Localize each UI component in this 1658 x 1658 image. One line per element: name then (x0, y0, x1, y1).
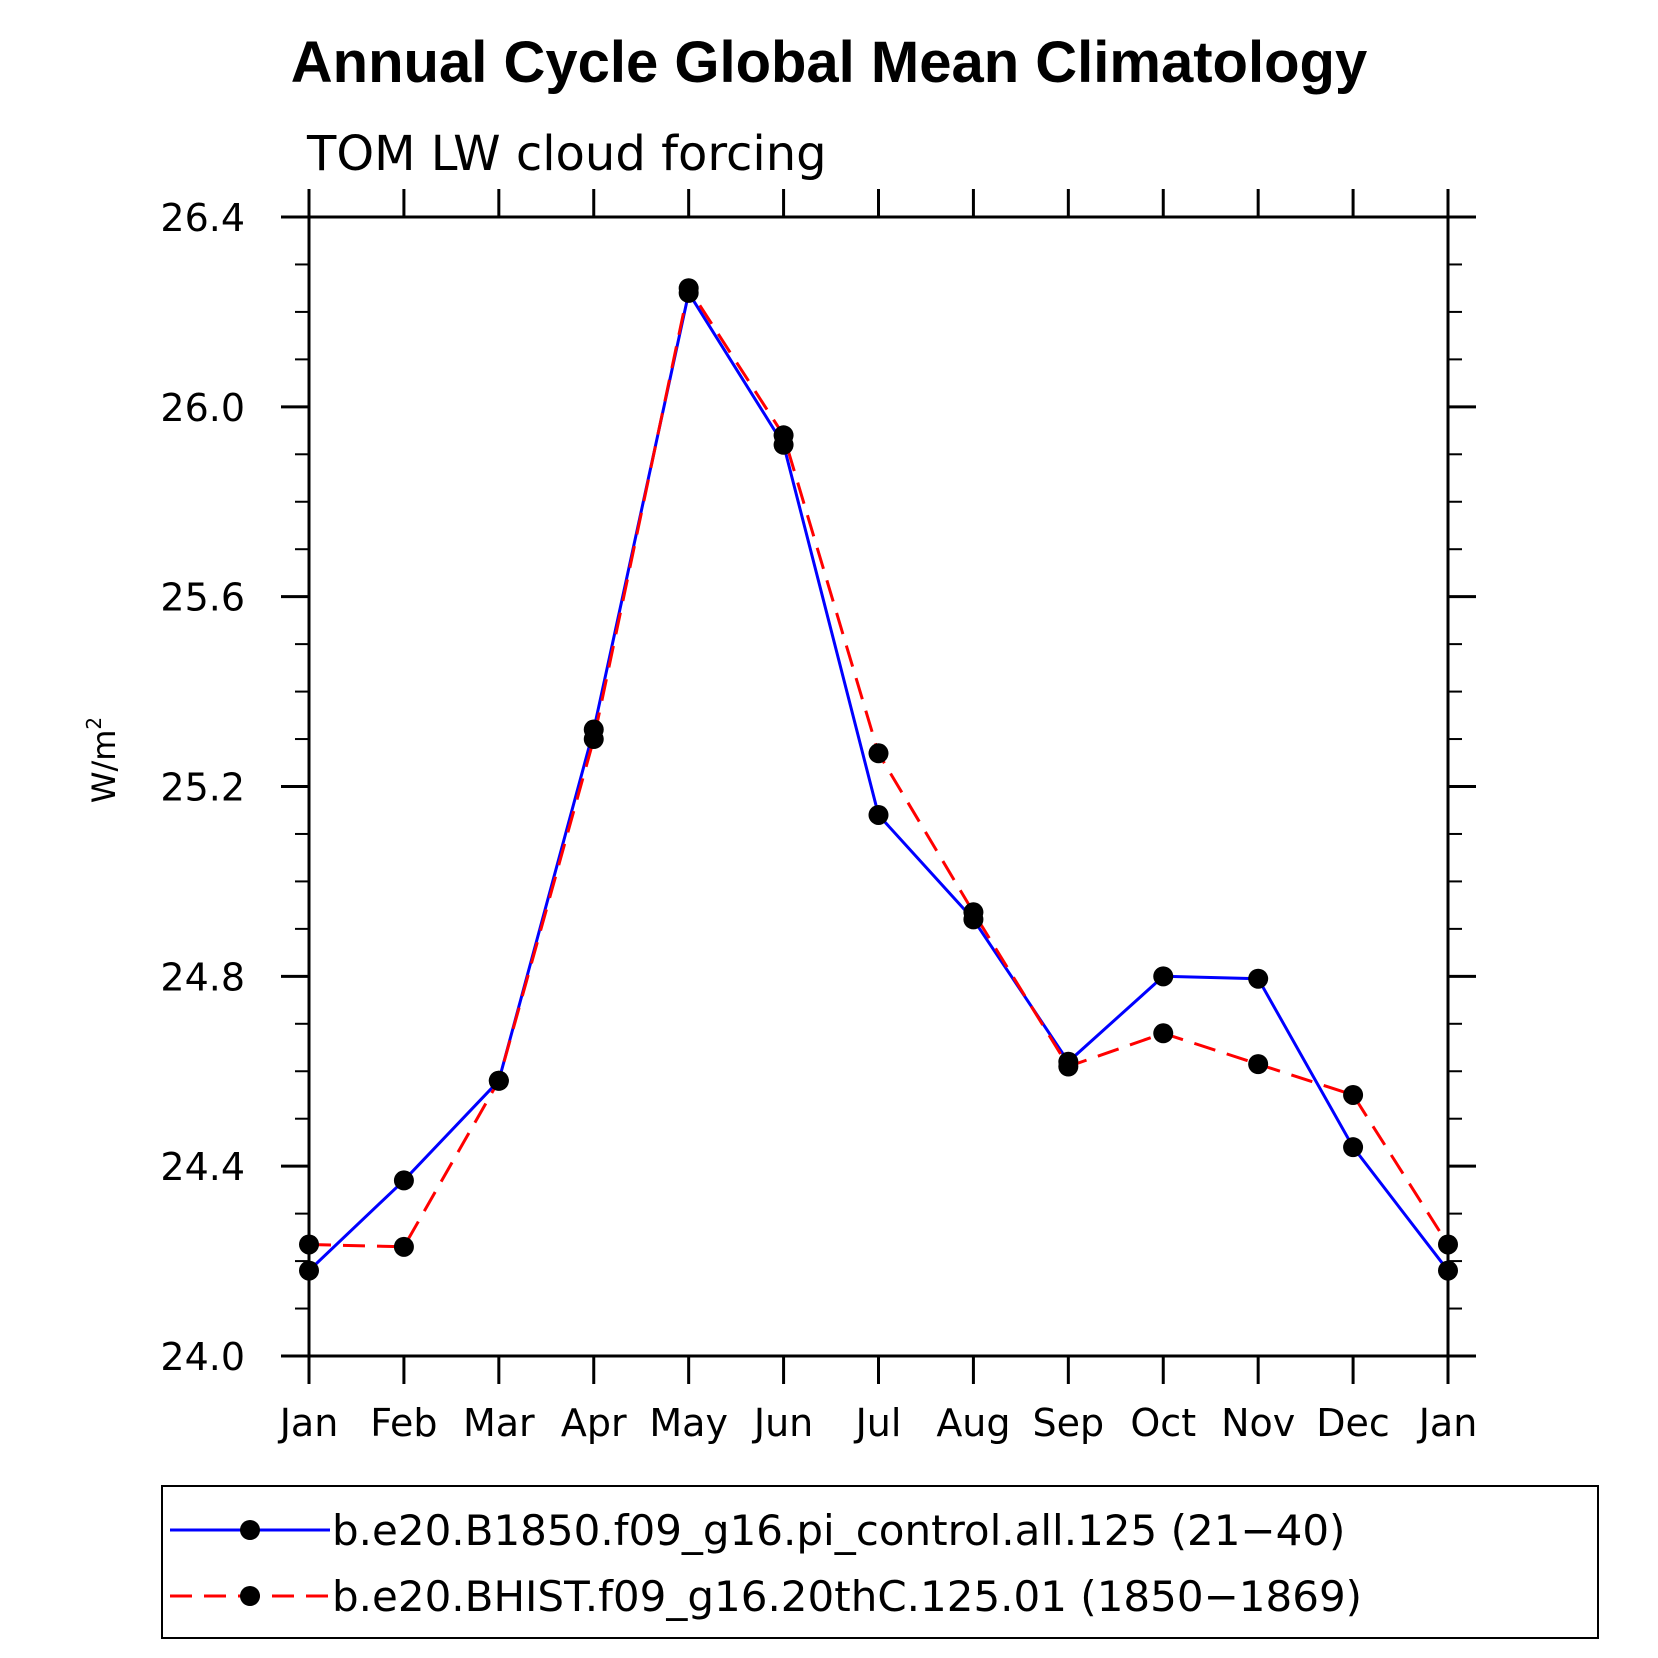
x-tick-label: Mar (463, 1401, 535, 1445)
legend-marker-series-1 (240, 1520, 260, 1540)
series-2-point (868, 743, 889, 764)
x-tick-label: Jun (752, 1401, 813, 1445)
legend-box (161, 1485, 1599, 1639)
y-axis-label-superscript: 2 (82, 717, 106, 730)
series-1-point (299, 1260, 319, 1281)
series-1-point (393, 1170, 414, 1191)
series-1-point (1343, 1137, 1364, 1158)
series-2-point (773, 425, 794, 446)
legend: b.e20.B1850.f09_g16.pi_control.all.125 (… (161, 1485, 1599, 1639)
legend-label-series-1: b.e20.B1850.f09_g16.pi_control.all.125 (… (332, 1506, 1345, 1555)
series-2-point (583, 729, 604, 750)
series-layer (299, 278, 1458, 1281)
y-tick-label: 25.2 (160, 766, 245, 810)
series-2-point (1058, 1056, 1079, 1077)
series-2-point (1343, 1084, 1364, 1105)
y-tick-label: 26.4 (160, 196, 245, 240)
x-tick-label: Dec (1316, 1401, 1390, 1445)
x-tick-label: Oct (1130, 1401, 1196, 1445)
series-1-point (1153, 966, 1174, 987)
x-tick-label: Jul (854, 1401, 902, 1445)
x-tick-labels: Jan Feb Mar Apr May Jun Jul Aug Sep Oct Nov Dec Jan (278, 1401, 1478, 1445)
series-2-point (488, 1070, 509, 1091)
series-1-line (307, 288, 1450, 1272)
series-2-point (678, 278, 699, 299)
series-2-point (1153, 1023, 1174, 1044)
y-tick-label: 24.0 (160, 1335, 245, 1379)
x-tick-label: Nov (1221, 1401, 1295, 1445)
series-2-point (1438, 1234, 1458, 1255)
svg-text:W/m2: W/m2 (82, 717, 123, 803)
series-1-point (1248, 968, 1269, 989)
y-axis-label-base: W/m (85, 730, 123, 804)
axis-ticks (281, 189, 1476, 1384)
legend-marker-series-2 (240, 1586, 260, 1606)
series-2-point (963, 902, 984, 923)
y-tick-labels: 24.0 24.4 24.8 25.2 25.6 26.0 26.4 (160, 196, 245, 1379)
x-tick-label: Feb (370, 1401, 437, 1445)
series-2-point (1248, 1054, 1269, 1075)
y-tick-label: 25.6 (160, 576, 245, 620)
chart-title: Annual Cycle Global Mean Climatology (291, 30, 1367, 95)
series-1-point (1438, 1260, 1458, 1281)
chart-subtitle: TOM LW cloud forcing (306, 126, 827, 182)
y-tick-label: 26.0 (160, 386, 245, 430)
x-tick-label: May (649, 1401, 728, 1445)
series-1-point (868, 804, 889, 825)
legend-label-series-2: b.e20.BHIST.f09_g16.20thC.125.01 (1850−1… (332, 1572, 1362, 1621)
y-tick-label: 24.4 (160, 1145, 245, 1189)
x-tick-label: Aug (936, 1401, 1010, 1445)
x-tick-label: Apr (561, 1401, 627, 1445)
y-tick-label: 24.8 (160, 955, 245, 999)
x-tick-label: Sep (1033, 1401, 1105, 1445)
x-tick-label: Jan (278, 1401, 339, 1445)
plot-frame (307, 215, 1450, 1358)
x-tick-label: Jan (1417, 1401, 1478, 1445)
y-axis-label: W/m2 (82, 717, 123, 803)
series-2-point (393, 1236, 414, 1257)
series-2-line (308, 284, 1450, 1249)
series-2-point (299, 1234, 319, 1255)
